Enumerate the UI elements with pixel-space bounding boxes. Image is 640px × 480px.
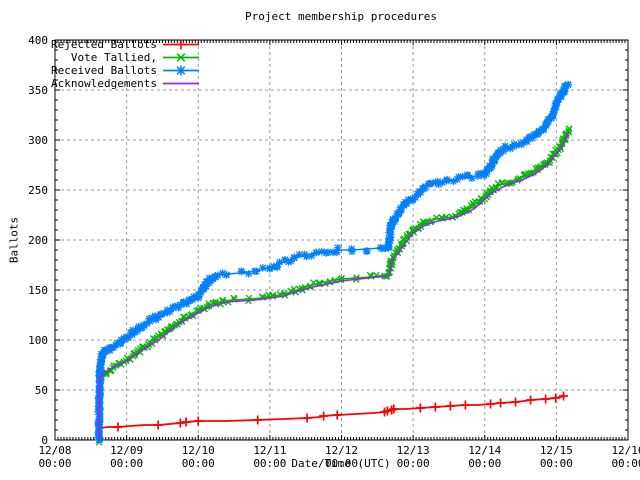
legend-label: Acknowledgements	[51, 77, 157, 90]
x-tick-label: 12/13 00:00	[396, 444, 430, 470]
x-tick-label: 12/12 00:00	[324, 444, 359, 470]
legend-label: Rejected Ballots	[51, 38, 157, 51]
y-tick-label: 200	[28, 234, 48, 247]
y-tick-label: 250	[28, 184, 48, 197]
legend-row: Vote Tallied,	[41, 51, 200, 64]
legend-label: Vote Tallied,	[70, 51, 157, 64]
legend-star-icon	[163, 65, 199, 76]
legend: Rejected Ballots Vote Tallied, Received Ba…	[41, 38, 200, 90]
legend-row: Rejected Ballots	[41, 38, 200, 51]
y-tick-label: 0	[41, 434, 48, 447]
y-tick-label: 100	[28, 334, 48, 347]
legend-row: Acknowledgements	[41, 77, 200, 90]
y-tick-label: 350	[28, 84, 48, 97]
y-tick-label: 300	[28, 134, 48, 147]
x-tick-label: 12/09 00:00	[110, 444, 144, 470]
legend-line-icon	[163, 82, 199, 85]
legend-row: Received Ballots	[41, 64, 200, 77]
y-tick-label: 50	[34, 384, 48, 397]
legend-cross-icon	[163, 53, 199, 62]
x-tick-label: 12/11 00:00	[253, 444, 287, 470]
y-tick-label: 150	[28, 284, 48, 297]
legend-plus-icon	[163, 39, 199, 50]
x-tick-label: 12/08 00:00	[38, 444, 72, 470]
x-axis-label: Date/Time (UTC)	[291, 457, 391, 470]
legend-label: Received Ballots	[51, 64, 157, 77]
x-tick-label: 12/15 00:00	[539, 444, 573, 470]
x-tick-label: 12/1600:00	[611, 444, 640, 470]
chart-title: Project membership procedures	[244, 10, 438, 23]
x-tick-label: 12/14 00:00	[468, 444, 502, 470]
x-tick-label: 12/10 00:00	[181, 444, 215, 470]
y-tick-label: 400	[28, 34, 48, 47]
